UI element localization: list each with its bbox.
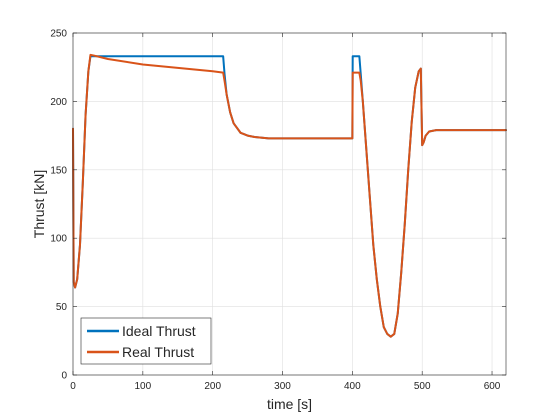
- x-axis-label: time [s]: [267, 396, 312, 412]
- legend-box: [80, 317, 212, 365]
- x-tick-label: 600: [484, 381, 501, 392]
- ticks: 0 100 200 300 400 500 600 0 50 100 150 200 250: [50, 29, 506, 392]
- y-tick-label: 200: [50, 97, 67, 108]
- x-tick-label: 300: [274, 381, 291, 392]
- y-tick-label: 150: [50, 165, 67, 176]
- y-tick-label: 50: [56, 302, 68, 313]
- y-tick-label: 250: [50, 29, 67, 40]
- legend-label-real-thrust: Real Thrust: [122, 344, 194, 360]
- legend: Ideal Thrust Real Thrust: [80, 317, 212, 365]
- legend-label-ideal-thrust: Ideal Thrust: [122, 323, 196, 339]
- x-tick-label: 0: [70, 381, 76, 392]
- x-tick-label: 100: [134, 381, 151, 392]
- y-axis-label: Thrust [kN]: [31, 170, 47, 238]
- axes-box: [72, 32, 507, 376]
- x-tick-label: 500: [414, 381, 431, 392]
- y-tick-label: 100: [50, 234, 67, 245]
- x-tick-label: 400: [344, 381, 361, 392]
- series-line-real-thrust: [72, 53, 507, 338]
- series-layer: [72, 53, 507, 338]
- y-tick-label: 0: [61, 371, 67, 382]
- x-tick-label: 200: [204, 381, 221, 392]
